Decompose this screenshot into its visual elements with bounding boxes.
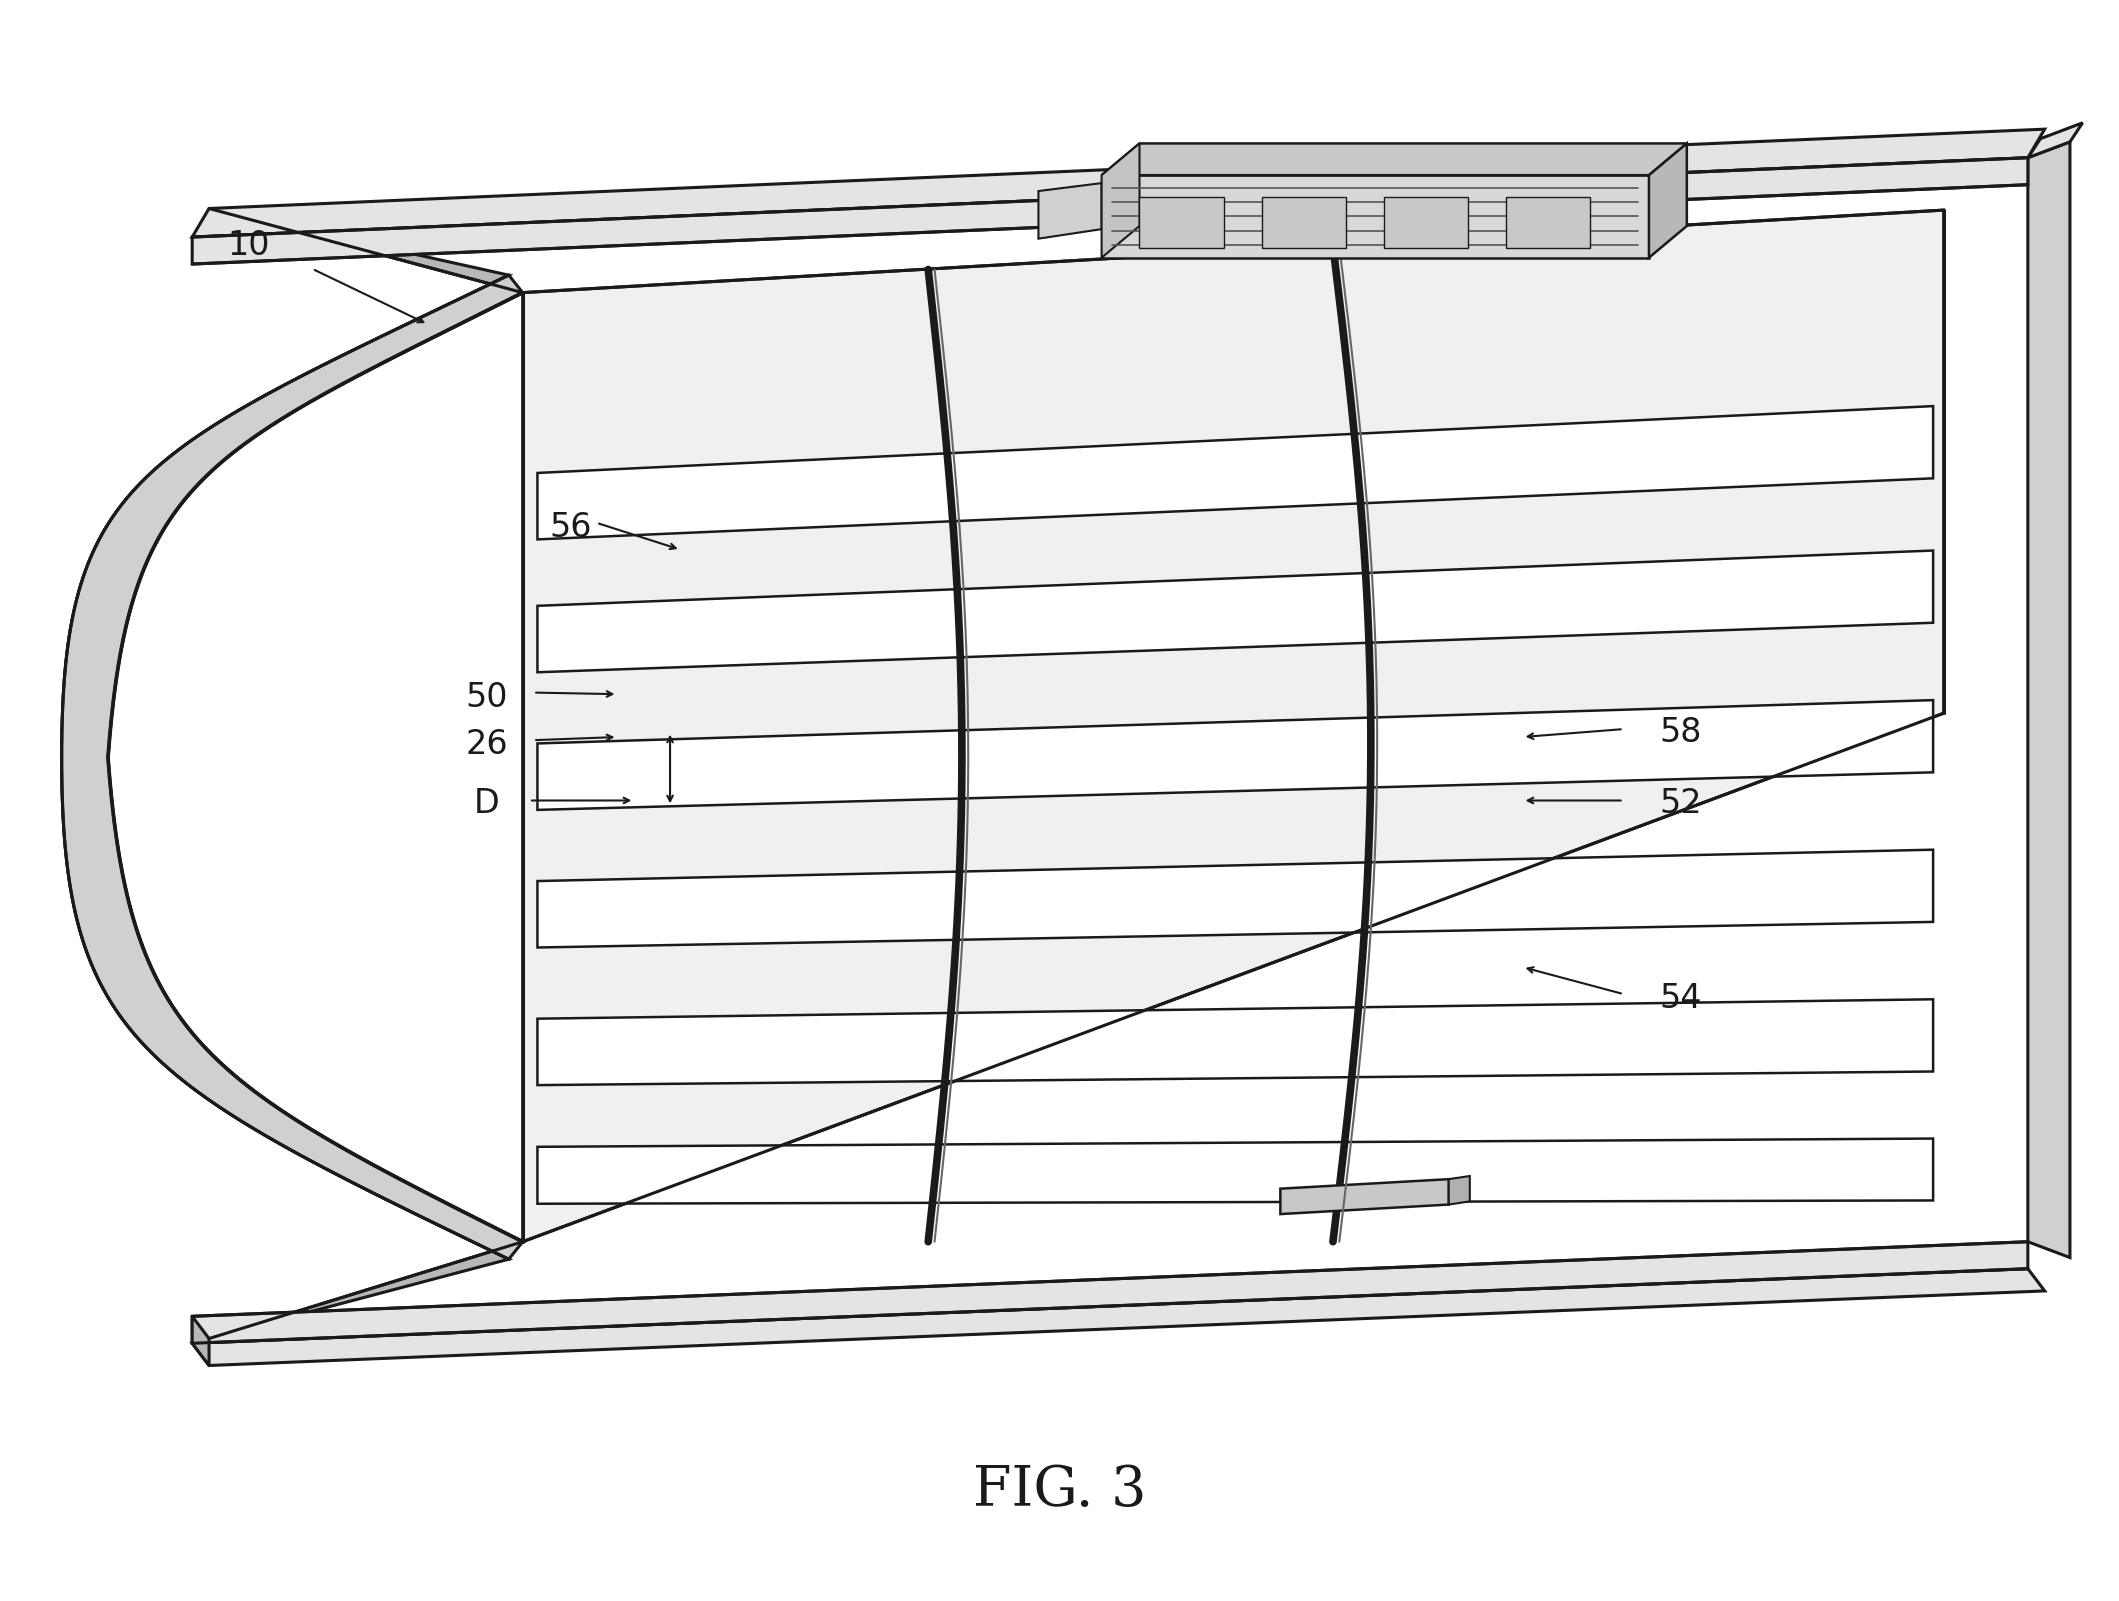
Polygon shape: [1140, 197, 1223, 248]
Text: 56: 56: [549, 511, 593, 544]
Polygon shape: [538, 999, 1933, 1085]
Polygon shape: [193, 158, 2028, 264]
Polygon shape: [61, 208, 523, 1338]
Polygon shape: [1649, 144, 1687, 258]
Polygon shape: [1102, 175, 1649, 258]
Polygon shape: [1261, 197, 1346, 248]
Polygon shape: [2028, 142, 2070, 1258]
Polygon shape: [1384, 197, 1468, 248]
Polygon shape: [538, 700, 1933, 810]
Polygon shape: [1507, 197, 1589, 248]
Polygon shape: [1102, 144, 1687, 175]
Polygon shape: [193, 1242, 2028, 1343]
Polygon shape: [538, 551, 1933, 672]
Text: D: D: [475, 788, 500, 820]
Text: FIG. 3: FIG. 3: [973, 1463, 1146, 1518]
Text: 52: 52: [1659, 788, 1702, 820]
Polygon shape: [538, 407, 1933, 540]
Polygon shape: [1449, 1177, 1471, 1204]
Polygon shape: [193, 130, 2045, 237]
Polygon shape: [61, 275, 523, 1258]
Text: 50: 50: [466, 680, 509, 714]
Polygon shape: [538, 1138, 1933, 1204]
Polygon shape: [1038, 183, 1102, 239]
Text: 26: 26: [466, 728, 509, 762]
Polygon shape: [523, 210, 1943, 1242]
Polygon shape: [193, 1316, 210, 1366]
Text: 54: 54: [1659, 983, 1702, 1015]
Text: 58: 58: [1659, 716, 1702, 749]
Text: 10: 10: [227, 229, 271, 261]
Polygon shape: [1102, 144, 1140, 258]
Polygon shape: [538, 850, 1933, 948]
Polygon shape: [193, 1268, 2045, 1366]
Polygon shape: [1280, 1180, 1449, 1214]
Polygon shape: [2028, 123, 2083, 158]
